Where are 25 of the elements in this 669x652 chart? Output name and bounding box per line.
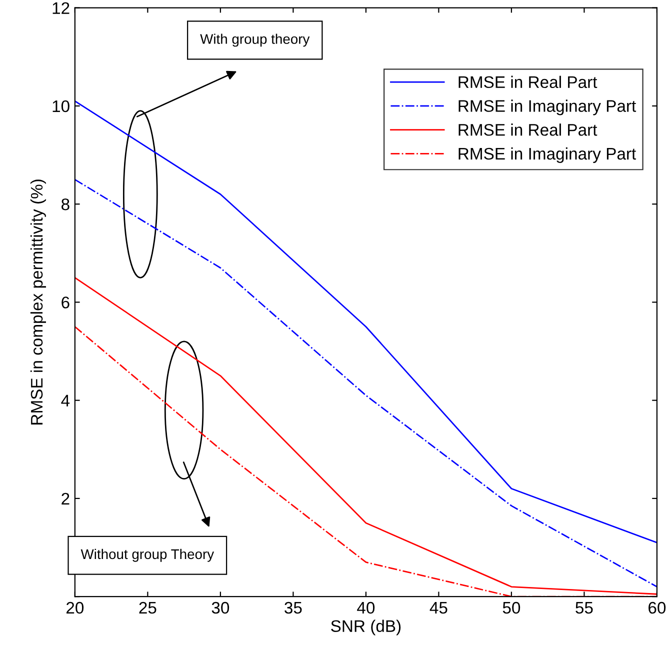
y-tick-label: 10 xyxy=(52,100,70,112)
x-tick-label: 45 xyxy=(430,602,448,614)
x-tick-label: 40 xyxy=(357,602,375,614)
x-tick-label: 50 xyxy=(502,602,520,614)
legend-label: RMSE in Imaginary Part xyxy=(458,147,636,163)
x-axis-title: SNR (dB) xyxy=(331,620,401,636)
y-tick-label: 4 xyxy=(61,394,70,406)
y-tick-label: 6 xyxy=(62,296,70,308)
y-tick-label: 8 xyxy=(62,198,70,210)
x-tick-label: 35 xyxy=(284,602,302,614)
y-tick-label: 2 xyxy=(62,492,70,504)
legend-label: RMSE in Real Part xyxy=(458,124,598,136)
legend-label: RMSE in Real Part xyxy=(458,76,598,88)
x-tick-label: 55 xyxy=(576,602,593,614)
x-tick-label: 20 xyxy=(66,602,84,614)
line-series xyxy=(74,100,657,544)
y-axis-title: RMSE in complex permittivity (%) xyxy=(30,180,46,424)
annotation: With group theory xyxy=(200,34,310,47)
annotation: Without group Theory xyxy=(80,548,214,562)
x-tick-label: 60 xyxy=(648,602,666,614)
line-series xyxy=(74,178,657,588)
legend-label: RMSE in Imaginary Part xyxy=(458,100,636,116)
x-tick-label: 30 xyxy=(212,602,230,614)
y-tick-label: 12 xyxy=(52,2,70,14)
x-tick-label: 25 xyxy=(139,602,156,614)
